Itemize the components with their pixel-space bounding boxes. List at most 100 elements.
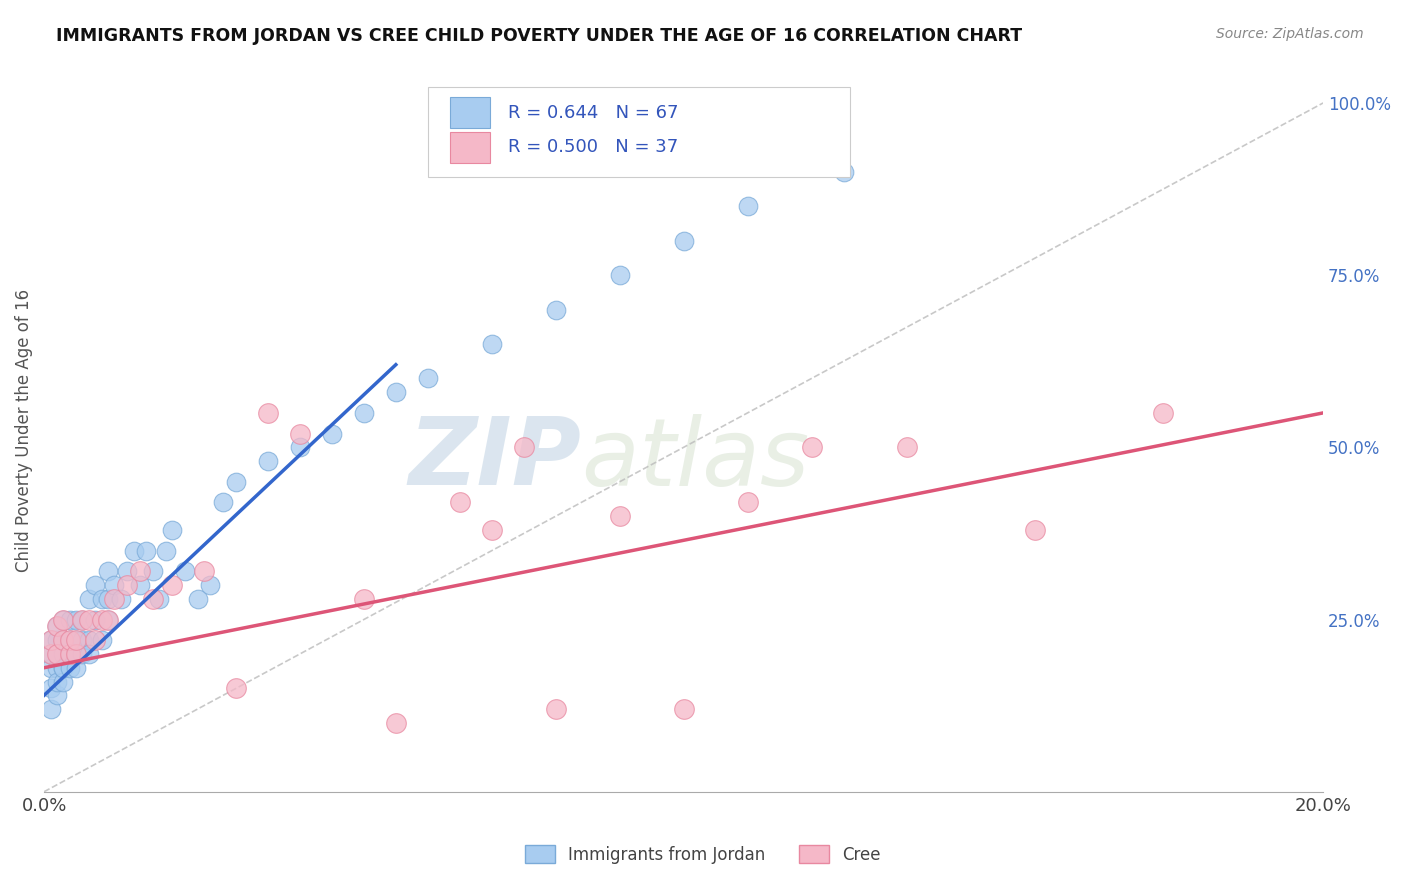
Point: [187, 591, 209, 606]
Point: [77, 591, 100, 606]
Point: [800, 440, 823, 454]
Point: [52, 647, 75, 661]
Point: [39, 702, 62, 716]
Point: [288, 440, 311, 454]
Point: [212, 495, 235, 509]
Point: [45, 619, 67, 633]
Point: [148, 591, 170, 606]
Point: [39, 633, 62, 648]
Point: [52, 633, 75, 648]
Point: [103, 578, 125, 592]
Point: [609, 268, 631, 282]
Point: [52, 633, 75, 648]
Point: [90, 613, 112, 627]
Text: R = 0.500   N = 37: R = 0.500 N = 37: [509, 138, 679, 156]
FancyBboxPatch shape: [450, 97, 491, 128]
Point: [45, 647, 67, 661]
Point: [110, 591, 132, 606]
Point: [155, 543, 177, 558]
Point: [72, 647, 94, 661]
Text: Source: ZipAtlas.com: Source: ZipAtlas.com: [1216, 27, 1364, 41]
Point: [45, 661, 67, 675]
Point: [52, 613, 75, 627]
Point: [672, 702, 695, 716]
Point: [65, 647, 87, 661]
Point: [52, 674, 75, 689]
Point: [200, 578, 222, 592]
Point: [84, 633, 107, 648]
Point: [225, 475, 247, 489]
Point: [39, 681, 62, 696]
Point: [737, 495, 759, 509]
Point: [59, 647, 82, 661]
Point: [142, 564, 165, 578]
Text: atlas: atlas: [581, 414, 810, 505]
Point: [59, 633, 82, 648]
FancyBboxPatch shape: [450, 132, 491, 162]
Point: [737, 199, 759, 213]
Point: [672, 234, 695, 248]
Legend: Immigrants from Jordan, Cree: Immigrants from Jordan, Cree: [519, 838, 887, 871]
Point: [160, 523, 183, 537]
Point: [416, 371, 439, 385]
Point: [39, 647, 62, 661]
Point: [84, 578, 107, 592]
Point: [385, 385, 408, 400]
Point: [97, 591, 120, 606]
Point: [90, 633, 112, 648]
Point: [481, 337, 503, 351]
Point: [1024, 523, 1046, 537]
Point: [65, 647, 87, 661]
Point: [544, 302, 567, 317]
Point: [117, 578, 139, 592]
Point: [160, 578, 183, 592]
Point: [513, 440, 536, 454]
Point: [52, 661, 75, 675]
Point: [59, 633, 82, 648]
Point: [544, 702, 567, 716]
Point: [77, 633, 100, 648]
Point: [193, 564, 215, 578]
Y-axis label: Child Poverty Under the Age of 16: Child Poverty Under the Age of 16: [15, 288, 32, 572]
Point: [1152, 406, 1174, 420]
Point: [77, 613, 100, 627]
Point: [39, 661, 62, 675]
Point: [59, 661, 82, 675]
Point: [77, 647, 100, 661]
Point: [609, 509, 631, 524]
Point: [117, 564, 139, 578]
Point: [45, 674, 67, 689]
Point: [385, 715, 408, 730]
Point: [45, 647, 67, 661]
Point: [45, 633, 67, 648]
Point: [353, 406, 375, 420]
Point: [59, 647, 82, 661]
Point: [97, 613, 120, 627]
Point: [84, 613, 107, 627]
Point: [65, 633, 87, 648]
FancyBboxPatch shape: [427, 87, 849, 177]
Text: ZIP: ZIP: [408, 413, 581, 505]
Point: [45, 688, 67, 702]
Point: [45, 619, 67, 633]
Point: [449, 495, 471, 509]
Point: [90, 591, 112, 606]
Point: [65, 613, 87, 627]
Point: [52, 613, 75, 627]
Point: [65, 633, 87, 648]
Point: [72, 613, 94, 627]
Point: [39, 633, 62, 648]
Point: [321, 426, 343, 441]
Point: [353, 591, 375, 606]
Point: [122, 543, 145, 558]
Point: [257, 454, 280, 468]
Point: [72, 613, 94, 627]
Point: [135, 543, 157, 558]
Point: [59, 613, 82, 627]
Point: [173, 564, 195, 578]
Point: [72, 633, 94, 648]
Point: [52, 661, 75, 675]
Point: [97, 613, 120, 627]
Point: [832, 165, 855, 179]
Point: [39, 647, 62, 661]
